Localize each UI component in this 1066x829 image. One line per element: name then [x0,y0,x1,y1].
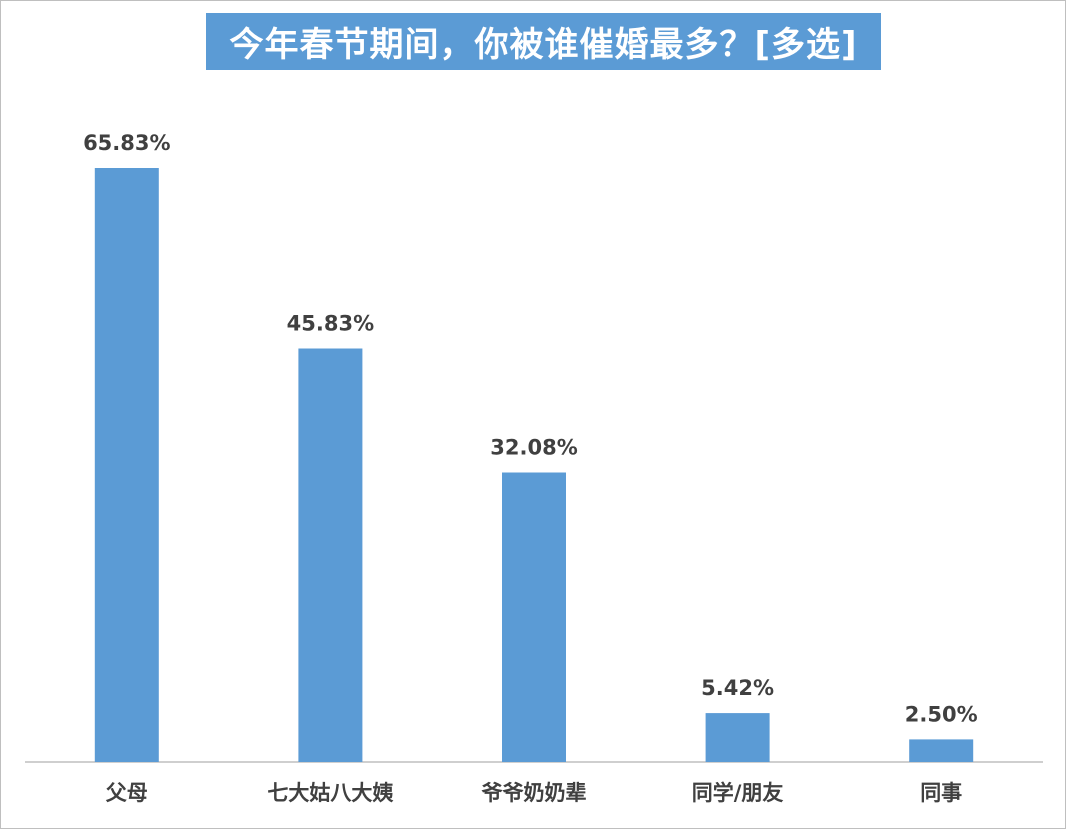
category-label-1: 七大姑八大姨 [267,781,394,805]
value-label-3: 5.42% [701,676,774,700]
value-label-1: 45.83% [287,312,374,336]
bar-3 [705,713,770,762]
value-label-2: 32.08% [490,436,577,460]
chart-title: 今年春节期间，你被谁催婚最多？[多选] [229,25,858,65]
bars-group [94,168,974,762]
category-label-2: 爷爷奶奶辈 [482,781,587,805]
chart-title-box: 今年春节期间，你被谁催婚最多？[多选] [206,13,881,70]
category-label-0: 父母 [106,781,148,805]
bar-1 [298,348,363,762]
bar-2 [502,472,566,762]
bar-0 [94,168,159,762]
category-labels-group: 父母 七大姑八大姨 爷爷奶奶辈 同学/朋友 同事 [106,781,962,805]
category-label-4: 同事 [920,781,962,805]
category-label-3: 同学/朋友 [692,781,784,805]
value-label-0: 65.83% [83,131,170,155]
value-label-4: 2.50% [905,702,978,726]
value-labels-group: 65.83% 45.83% 32.08% 5.42% 2.50% [83,131,978,726]
bar-4 [909,739,974,762]
